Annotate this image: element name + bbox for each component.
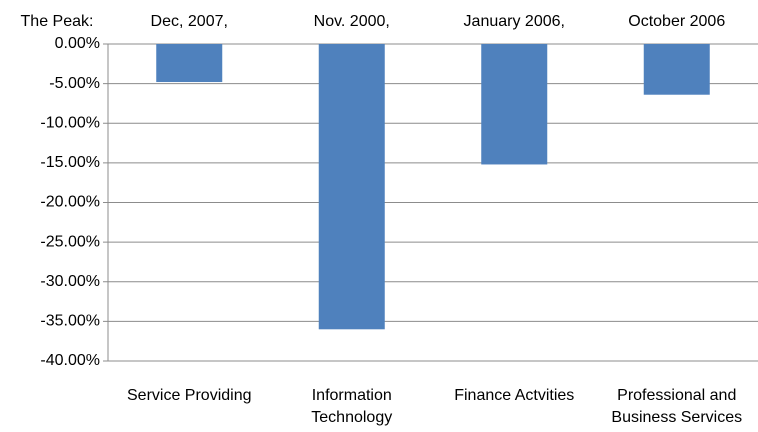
y-tick-label: -35.00% (40, 313, 100, 330)
x-tick-label: Professional and Business Services (611, 387, 743, 426)
bar (643, 44, 710, 95)
y-tick-label: -20.00% (40, 194, 100, 211)
peak-date: Dec, 2007, (151, 13, 228, 30)
peak-date: October 2006 (628, 13, 725, 30)
peak-date: Nov. 2000, (314, 13, 390, 30)
y-tick-label: -15.00% (40, 154, 100, 171)
peak-date: January 2006, (464, 13, 565, 30)
peak-label: The Peak: (21, 13, 94, 30)
y-tick-label: -5.00% (49, 75, 100, 92)
x-tick-label: Service Providing (127, 387, 252, 404)
y-tick-label: -10.00% (40, 114, 100, 131)
y-tick-label: -40.00% (40, 352, 100, 369)
bar (156, 44, 223, 83)
y-tick-label: -30.00% (40, 273, 100, 290)
x-tick-label: Information Technology (311, 387, 393, 426)
y-tick-label: 0.00% (55, 35, 100, 52)
bar (481, 44, 548, 165)
y-tick-label: -25.00% (40, 233, 100, 250)
x-tick-label: Finance Actvities (454, 387, 575, 404)
bar (318, 44, 385, 330)
